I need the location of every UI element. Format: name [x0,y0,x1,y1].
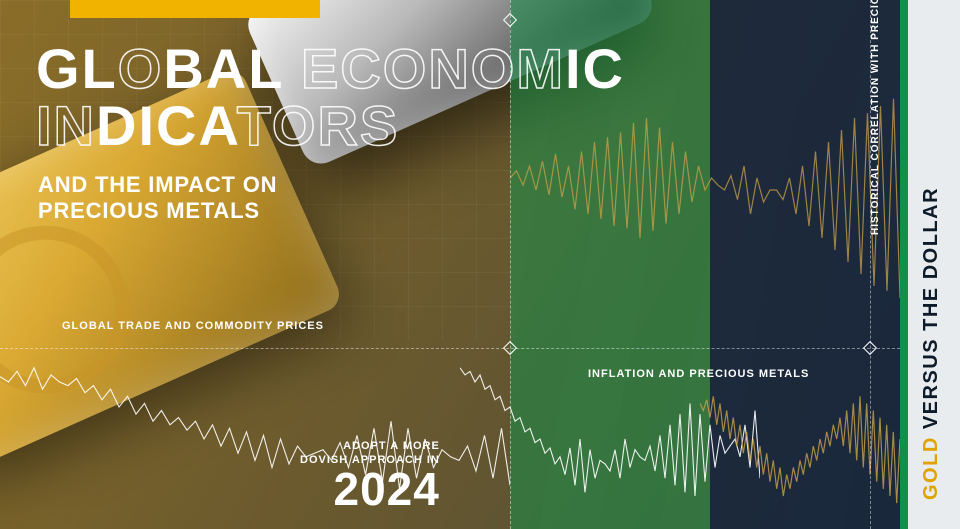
title-seg: BAL [163,37,283,100]
title-space [283,37,301,100]
title-seg-outline: TORS [237,94,400,157]
title-seg: IC [565,37,625,100]
caption-inflation: INFLATION AND PRECIOUS METALS [588,368,809,380]
rail-rest: VERSUS THE DOLLAR [920,187,942,436]
horizontal-divider [0,348,900,349]
caption-global-trade: GLOBAL TRADE AND COMMODITY PRICES [62,320,324,332]
caption-historical-vertical: HISTORICAL CORRELATION WITH PRECIOUS MET… [870,0,881,235]
top-yellow-strip [70,0,320,18]
year-number: 2024 [300,468,440,512]
rail-gold-word: GOLD [920,436,942,500]
title-seg: DICA [96,94,237,157]
title-seg-outline: IN [36,94,96,157]
title-seg-outline: O [118,37,164,100]
title-seg: GL [36,37,118,100]
infographic-stage: GLOBAL ECONOMIC INDICATORS AND THE IMPAC… [0,0,960,529]
subtitle-line: PRECIOUS METALS [38,198,277,224]
right-green-divider [900,0,908,529]
subtitle-line: AND THE IMPACT ON [38,172,277,198]
title-seg-outline: ECONOM [301,37,565,100]
year-lead-line: ADOPT A MORE [300,440,440,454]
subtitle: AND THE IMPACT ON PRECIOUS METALS [38,172,277,224]
main-title: GLOBAL ECONOMIC INDICATORS [36,40,625,154]
rail-gold-vs-dollar: GOLD VERSUS THE DOLLAR [920,187,943,500]
year-callout: ADOPT A MORE DOVISH APPROACH IN 2024 [300,440,440,511]
